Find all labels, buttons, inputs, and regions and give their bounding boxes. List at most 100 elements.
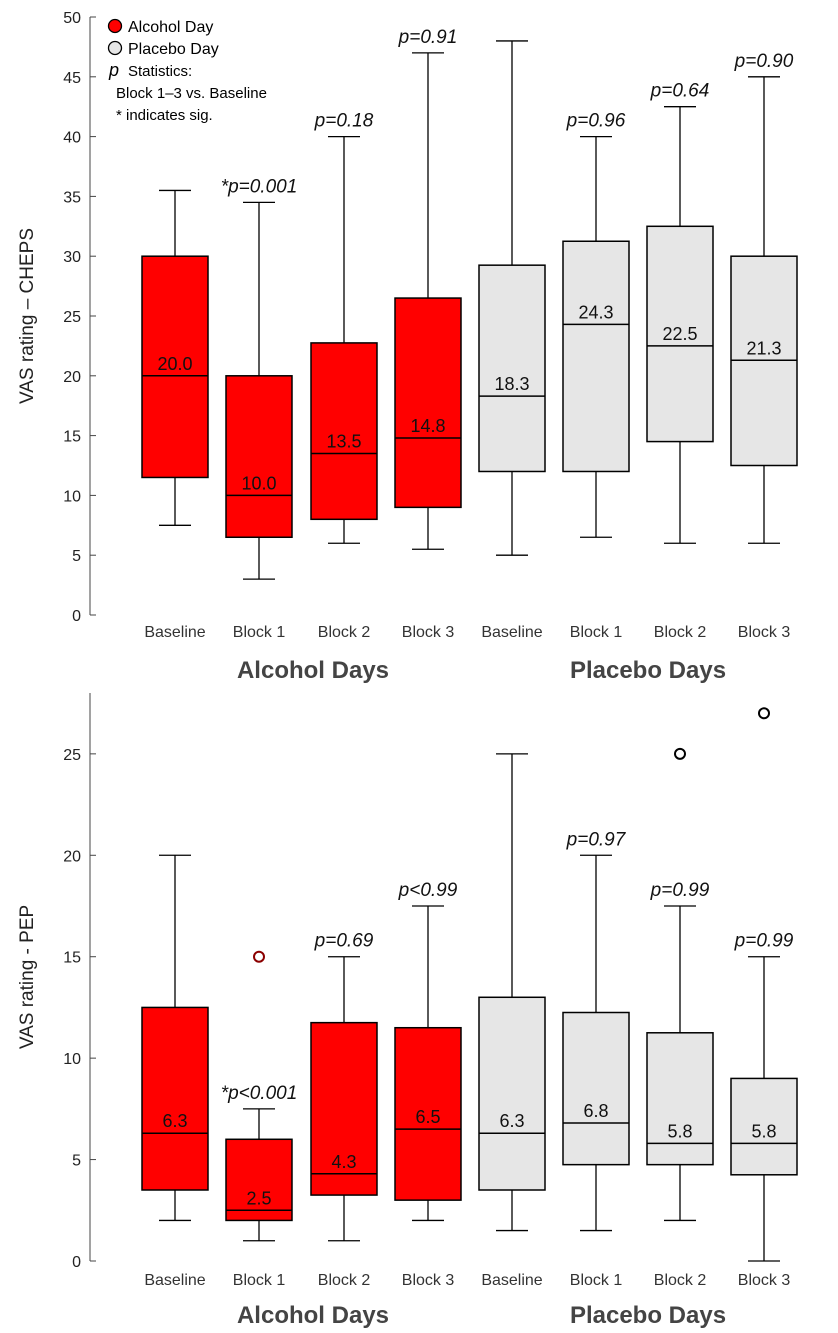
p-value-label: p=0.99 — [734, 931, 794, 952]
median-label: 6.5 — [415, 1107, 440, 1127]
median-label: 18.3 — [494, 374, 529, 394]
y-tick-label: 5 — [72, 548, 81, 565]
y-tick-label: 10 — [63, 1051, 81, 1068]
x-tick-label: Block 2 — [318, 624, 371, 641]
y-tick-label: 20 — [63, 369, 81, 386]
p-value-label: p=0.96 — [566, 111, 626, 132]
x-tick-label: Block 3 — [738, 1272, 791, 1289]
x-tick-label: Baseline — [144, 1272, 205, 1289]
median-label: 22.5 — [662, 324, 697, 344]
y-tick-label: 0 — [72, 608, 81, 625]
p-value-label: p=0.97 — [566, 829, 627, 850]
y-tick-label: 10 — [63, 488, 81, 505]
box-6: 24.3 p=0.96 — [562, 111, 630, 538]
legend-marker-placebo — [107, 40, 123, 56]
box-7: 5.8 p=0.99 — [646, 747, 714, 1222]
y-tick-label: 25 — [63, 747, 81, 764]
x-tick-label: Block 3 — [402, 624, 455, 641]
median-label: 24.3 — [578, 302, 613, 322]
outlier-marker — [758, 707, 770, 720]
x-tick-label: Block 1 — [570, 624, 623, 641]
x-tick-label: Baseline — [144, 624, 205, 641]
box-2: 10.0 *p=0.001 — [221, 176, 298, 580]
box-1: 20.0 — [141, 189, 209, 526]
y-tick-label: 45 — [63, 70, 81, 87]
box-iqr — [562, 1011, 630, 1166]
x-tick-label: Block 3 — [402, 1272, 455, 1289]
legend-stats-line-1: Statistics: — [128, 63, 192, 80]
median-label: 21.3 — [746, 338, 781, 358]
box-iqr — [225, 375, 293, 539]
box-3: 13.5 p=0.18 — [310, 111, 378, 544]
group-label: Placebo Days — [570, 1302, 726, 1329]
median-label: 20.0 — [157, 354, 192, 374]
median-label: 6.8 — [583, 1101, 608, 1121]
legend-label-placebo: Placebo Day — [128, 41, 219, 58]
pep-panel: 0 5 10 15 20 25 VAS rating - PEP 6.3 Baseline 2.5… — [17, 693, 798, 1329]
outlier-marker-center — [761, 710, 767, 716]
y-tick-label: 15 — [63, 950, 81, 967]
y-tick-label: 0 — [72, 1254, 81, 1271]
outlier-marker — [253, 950, 265, 963]
p-value-label: p=0.90 — [734, 51, 794, 72]
p-value-label: p=0.91 — [398, 27, 458, 48]
median-label: 2.5 — [246, 1188, 271, 1208]
x-tick-label: Block 1 — [570, 1272, 623, 1289]
legend-marker-alcohol — [107, 18, 123, 34]
box-iqr — [225, 1138, 293, 1222]
legend: Alcohol Day Placebo Day p Statistics: Bl… — [107, 18, 267, 124]
median-label: 13.5 — [326, 432, 361, 452]
box-iqr — [394, 297, 462, 509]
box-6: 6.8 p=0.97 — [562, 829, 630, 1232]
box-5: 18.3 — [478, 40, 546, 556]
box-1: 6.3 — [141, 854, 209, 1222]
group-label: Alcohol Days — [237, 1302, 389, 1329]
y-tick-label: 15 — [63, 429, 81, 446]
median-label: 6.3 — [499, 1111, 524, 1131]
x-tick-label: Block 2 — [654, 624, 707, 641]
p-value-label: p=0.64 — [650, 81, 710, 102]
median-label: 4.3 — [331, 1152, 356, 1172]
box-iqr — [478, 264, 546, 473]
box-iqr — [730, 1077, 798, 1176]
x-tick-label: Baseline — [481, 624, 542, 641]
median-label: 5.8 — [751, 1121, 776, 1141]
p-value-label: p=0.69 — [314, 931, 374, 952]
outlier-marker-center — [256, 954, 262, 960]
y-tick-label: 30 — [63, 249, 81, 266]
box-iqr — [310, 342, 378, 521]
y-tick-label: 40 — [63, 130, 81, 147]
median-label: 14.8 — [410, 416, 445, 436]
y-tick-label: 20 — [63, 848, 81, 865]
x-tick-label: Block 2 — [654, 1272, 707, 1289]
box-5: 6.3 — [478, 753, 546, 1232]
box-iqr — [562, 240, 630, 473]
median-label: 10.0 — [241, 473, 276, 493]
group-label: Alcohol Days — [237, 657, 389, 684]
box-iqr — [646, 225, 714, 443]
y-axis-label: VAS rating – CHEPS — [17, 228, 38, 404]
x-tick-label: Block 1 — [233, 1272, 286, 1289]
box-3: 4.3 p=0.69 — [310, 931, 378, 1242]
x-tick-label: Block 1 — [233, 624, 286, 641]
box-iqr — [141, 1006, 209, 1191]
box-8: 5.8 p=0.99 — [730, 707, 798, 1262]
x-tick-label: Baseline — [481, 1272, 542, 1289]
y-tick-label: 50 — [63, 10, 81, 27]
outlier-marker-center — [677, 751, 683, 757]
y-tick-label: 5 — [72, 1153, 81, 1170]
legend-stats-line-2: Block 1–3 vs. Baseline — [116, 85, 267, 102]
box-iqr — [646, 1032, 714, 1166]
x-tick-label: Block 2 — [318, 1272, 371, 1289]
box-8: 21.3 p=0.90 — [730, 51, 798, 544]
cheps-panel: 0 5 10 15 20 25 30 35 40 45 50 VAS rating – CHEPS 20… — [17, 10, 798, 684]
median-label: 5.8 — [667, 1121, 692, 1141]
box-iqr — [310, 1021, 378, 1196]
y-tick-label: 25 — [63, 309, 81, 326]
p-value-label: *p=0.001 — [221, 176, 298, 197]
box-iqr — [478, 996, 546, 1191]
box-iqr — [394, 1026, 462, 1201]
legend-label-alcohol: Alcohol Day — [128, 19, 213, 36]
median-label: 6.3 — [162, 1111, 187, 1131]
